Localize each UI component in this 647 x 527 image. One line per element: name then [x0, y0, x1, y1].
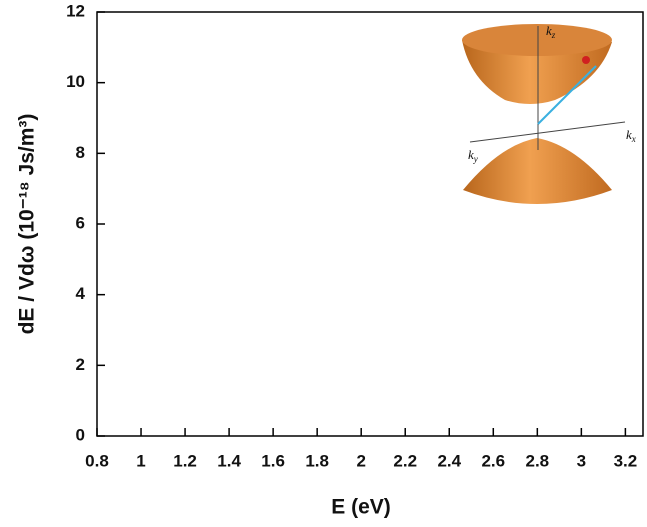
y-tick-label: 8: [76, 143, 85, 162]
axis-label: kz: [546, 23, 556, 40]
y-axis-title: dE / Vdω (10⁻¹⁸ Js/m³): [16, 114, 39, 335]
label-subscript: x: [631, 134, 636, 144]
x-tick-label: 1.4: [217, 451, 241, 470]
x-tick-label: 1.2: [173, 451, 197, 470]
label-letter: k: [468, 147, 474, 162]
x-axis-title: E (eV): [331, 496, 391, 519]
label-letter: k: [626, 127, 632, 142]
y-tick-label: 0: [76, 425, 85, 444]
y-tick-label: 4: [76, 284, 86, 303]
label-subscript: y: [473, 154, 478, 164]
x-tick-label: 1.8: [305, 451, 329, 470]
x-tick-label: 2.4: [437, 451, 461, 470]
axis-label: kx: [626, 127, 636, 144]
y-tick-label: 2: [76, 355, 85, 374]
x-tick-label: 3.2: [614, 451, 638, 470]
x-tick-label: 1: [136, 451, 145, 470]
x-tick-label: 2: [356, 451, 365, 470]
x-tick-label: 2.2: [393, 451, 417, 470]
x-tick-label: 0.8: [85, 451, 109, 470]
y-tick-label: 12: [66, 1, 85, 20]
x-tick-label: 2.8: [526, 451, 550, 470]
x-tick-label: 2.6: [481, 451, 505, 470]
axis-label: ky: [468, 147, 478, 164]
y-tick-label: 6: [76, 213, 85, 232]
label-subscript: z: [551, 30, 556, 40]
x-tick-label: 3: [577, 451, 586, 470]
kx-axis: [469, 121, 626, 143]
k-vector: [537, 65, 597, 125]
label-letter: k: [546, 23, 552, 38]
y-tick-label: 10: [66, 72, 85, 91]
lower-cone: [463, 138, 612, 204]
x-tick-label: 1.6: [261, 451, 285, 470]
cone-rim: [462, 24, 612, 56]
electron: [582, 56, 590, 64]
